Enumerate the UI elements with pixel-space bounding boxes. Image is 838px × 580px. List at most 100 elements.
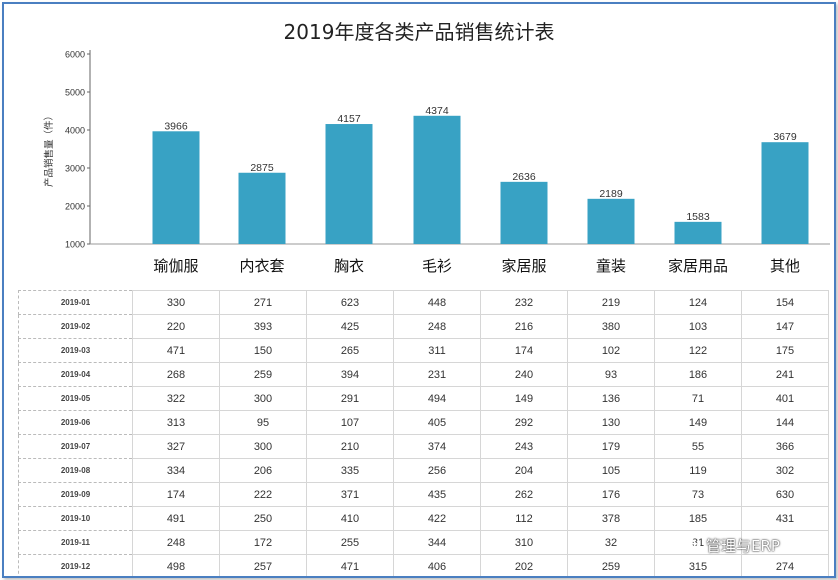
sales-cell: 431 <box>741 506 829 531</box>
sales-cell: 401 <box>741 386 829 411</box>
sales-cell: 491 <box>132 506 220 531</box>
sales-cell: 241 <box>741 362 829 387</box>
month-cell: 2019-07 <box>18 434 133 459</box>
sales-cell: 394 <box>306 362 394 387</box>
data-label: 3966 <box>164 120 188 132</box>
month-cell: 2019-01 <box>18 290 133 315</box>
sales-cell: 149 <box>654 410 742 435</box>
table-row: 2019-11 248 172 255 344 310 32 81 <box>18 530 829 555</box>
watermark: 管理与ERP <box>680 535 780 556</box>
bar <box>587 198 635 244</box>
sales-cell: 122 <box>654 338 742 363</box>
category-label: 其他 <box>770 257 800 275</box>
monthly-sales-table: 2019-01 330 271 623 448 232 219 124 154 2019-02 22… <box>18 290 829 576</box>
sales-cell: 174 <box>480 338 568 363</box>
sales-cell: 410 <box>306 506 394 531</box>
sales-cell: 630 <box>741 482 829 507</box>
data-label: 1583 <box>686 211 710 223</box>
sales-cell: 374 <box>393 434 481 459</box>
table-row: 2019-09 174 222 371 435 262 176 73 630 <box>18 482 829 507</box>
sales-cell: 204 <box>480 458 568 483</box>
sales-cell: 185 <box>654 506 742 531</box>
sales-cell: 210 <box>306 434 394 459</box>
sales-cell: 422 <box>393 506 481 531</box>
category-label: 瑜伽服 <box>153 257 198 275</box>
table-row: 2019-01 330 271 623 448 232 219 124 154 <box>18 290 829 315</box>
sales-cell: 259 <box>219 362 307 387</box>
sales-cell: 380 <box>567 314 655 339</box>
sales-cell: 255 <box>306 530 394 555</box>
data-label: 2636 <box>512 171 536 183</box>
table-row: 2019-04 268 259 394 231 240 93 186 241 <box>18 362 829 387</box>
sales-cell: 335 <box>306 458 394 483</box>
sales-cell: 107 <box>306 410 394 435</box>
sales-cell: 366 <box>741 434 829 459</box>
month-cell: 2019-10 <box>18 506 133 531</box>
sales-cell: 334 <box>132 458 220 483</box>
sales-cell: 268 <box>132 362 220 387</box>
sales-cell: 93 <box>567 362 655 387</box>
sales-cell: 471 <box>132 338 220 363</box>
table-row: 2019-02 220 393 425 248 216 380 103 147 <box>18 314 829 339</box>
bar <box>674 221 722 244</box>
bar <box>152 131 200 244</box>
sales-cell: 322 <box>132 386 220 411</box>
category-label: 毛衫 <box>422 257 452 275</box>
sales-cell: 119 <box>654 458 742 483</box>
data-label: 3679 <box>773 131 797 143</box>
category-label: 家居服 <box>501 257 546 275</box>
sales-cell: 240 <box>480 362 568 387</box>
sales-cell: 448 <box>393 290 481 315</box>
sales-cell: 147 <box>741 314 829 339</box>
category-label: 家居用品 <box>668 257 728 275</box>
sales-cell: 248 <box>393 314 481 339</box>
table-row: 2019-03 471 150 265 311 174 102 122 175 <box>18 338 829 363</box>
sales-cell: 102 <box>567 338 655 363</box>
bar-chart: 1000 2000 3000 4000 5000 6000 3966 瑜伽服 2875 内衣套 41… <box>65 50 830 275</box>
y-axis-title-text: 产品销售量（件） <box>43 111 55 187</box>
sales-cell: 271 <box>219 290 307 315</box>
sales-cell: 248 <box>132 530 220 555</box>
sales-cell: 259 <box>567 554 655 576</box>
sales-cell: 73 <box>654 482 742 507</box>
sales-cell: 256 <box>393 458 481 483</box>
sales-cell: 274 <box>741 554 829 576</box>
sales-cell: 265 <box>306 338 394 363</box>
sales-cell: 231 <box>393 362 481 387</box>
sales-cell: 310 <box>480 530 568 555</box>
data-label: 4374 <box>425 105 449 117</box>
sales-cell: 425 <box>306 314 394 339</box>
sales-cell: 300 <box>219 386 307 411</box>
sales-cell: 498 <box>132 554 220 576</box>
sales-cell: 176 <box>567 482 655 507</box>
month-cell: 2019-04 <box>18 362 133 387</box>
month-cell: 2019-06 <box>18 410 133 435</box>
sales-cell: 55 <box>654 434 742 459</box>
y-tick-label: 5000 <box>65 88 85 98</box>
bar <box>761 142 809 244</box>
sales-cell: 291 <box>306 386 394 411</box>
table-row: 2019-12 498 257 471 406 202 259 315 274 <box>18 554 829 576</box>
category-label: 内衣套 <box>239 257 284 275</box>
sales-cell: 105 <box>567 458 655 483</box>
bar <box>413 115 461 245</box>
month-cell: 2019-03 <box>18 338 133 363</box>
sales-cell: 406 <box>393 554 481 576</box>
sales-cell: 150 <box>219 338 307 363</box>
bar <box>325 124 373 244</box>
table-row: 2019-07 327 300 210 374 243 179 55 366 <box>18 434 829 459</box>
sales-cell: 327 <box>132 434 220 459</box>
sales-cell: 257 <box>219 554 307 576</box>
sales-cell: 71 <box>654 386 742 411</box>
y-tick-label: 2000 <box>65 202 85 212</box>
sales-cell: 378 <box>567 506 655 531</box>
sales-cell: 405 <box>393 410 481 435</box>
sales-cell: 175 <box>741 338 829 363</box>
sales-cell: 136 <box>567 386 655 411</box>
y-tick-label: 3000 <box>65 164 85 174</box>
month-cell: 2019-05 <box>18 386 133 411</box>
chart-title: 2019年度各类产品销售统计表 <box>283 20 555 44</box>
watermark-text: 管理与ERP <box>706 537 780 555</box>
sales-cell: 300 <box>219 434 307 459</box>
